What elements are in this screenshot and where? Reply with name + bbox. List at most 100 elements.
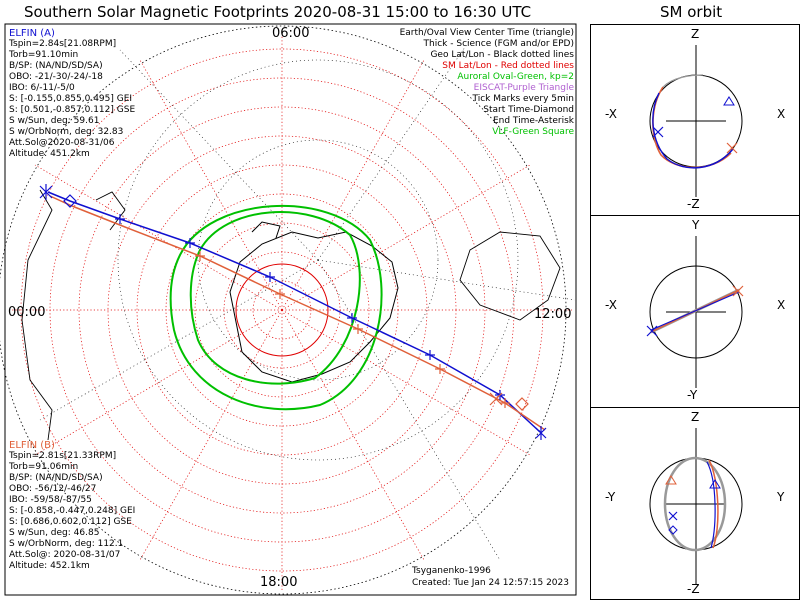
orbit-plot-xz	[649, 45, 743, 197]
legend-item: Thick - Science (FGM and/or EPD)	[423, 39, 574, 49]
geo-meridian	[39, 259, 319, 421]
chart-title: Southern Solar Magnetic Footprints 2020-…	[24, 3, 532, 21]
auroral-oval-outer	[169, 204, 383, 411]
elfin-b-line: S w/Sun, deg: 46.85	[9, 528, 100, 538]
orbit-plot-xy	[646, 236, 744, 388]
elfin-a-line: Tspin=2.84s[21.08RPM]	[9, 39, 117, 49]
peninsula-coast	[251, 221, 281, 239]
map-frame	[4, 23, 577, 596]
elfin-a-line: OBO: -21/-30/-24/-18	[9, 72, 103, 82]
elfin-b-line: S w/OrbNorm, deg: 112.1	[9, 539, 124, 549]
mlt-label-top: 06:00	[272, 26, 310, 41]
sm-circle	[78, 106, 486, 514]
elfin-b-marker	[489, 392, 503, 406]
sm-circle	[20, 48, 544, 572]
orbit-b-path	[708, 459, 719, 549]
elfin-a-line: S w/OrbNorm, deg: 32.83	[9, 127, 124, 137]
orbit-panel-yz: Z -Z -Y Y	[590, 407, 800, 600]
orbit-a-asterisk	[646, 325, 658, 337]
orbit-a-diamond	[668, 525, 678, 535]
orbit-b-asterisk	[732, 285, 744, 297]
panel-yz-right: Y	[777, 490, 785, 504]
geo-meridian	[119, 49, 319, 261]
orbit-a-triangle	[709, 479, 721, 489]
orbit-a-triangle	[723, 96, 735, 106]
elfin-b-start-diamond	[515, 397, 529, 411]
panel-xz-top: Z	[691, 27, 700, 41]
elfin-b-line: OBO: -56/12/-46/27	[9, 484, 97, 494]
panel-yz-top: Z	[691, 410, 700, 424]
sm-radial-lines	[10, 30, 572, 592]
elfin-a-tick	[347, 313, 357, 323]
legend-item: Tick Marks every 5min	[472, 94, 574, 104]
sm-radial	[34, 309, 283, 456]
elfin-b-line: Att.Sol@: 2020-08-31/07	[9, 550, 121, 560]
elfin-b-title: ELFIN (B)	[9, 440, 55, 451]
elfin-a-title: ELFIN (A)	[9, 28, 55, 39]
panel-xy-right: X	[777, 298, 786, 312]
elfin-a-line: B/SP: (NA/ND/SD/SA)	[9, 61, 103, 71]
geo-outer-circle	[0, 25, 567, 595]
orbit-a-path	[650, 291, 740, 331]
legend-item: Earth/Oval View Center Time (triangle)	[399, 28, 574, 38]
mlt-label-right: 12:00	[534, 307, 572, 322]
elfin-a-line: Torb=91.10min	[9, 50, 79, 60]
island-coast	[95, 191, 126, 231]
created-timestamp: Created: Tue Jan 24 12:57:15 2023	[412, 578, 569, 588]
orbit-panel-xy: Y -Y -X X	[590, 215, 800, 408]
sm-radial	[281, 164, 531, 311]
elfin-b-line: S: [-0.858,-0.447,0.248] GEI	[9, 506, 136, 516]
elfin-a-line: S w/Sun, deg: 59.61	[9, 116, 100, 126]
elfin-b-tick	[435, 364, 445, 374]
geo-meridian	[317, 39, 471, 261]
antarctica-coast	[229, 231, 399, 383]
elfin-a-tick	[425, 350, 435, 360]
orbit-a-path	[706, 461, 716, 549]
earth-circle	[649, 265, 743, 359]
mlt-label-left: 00:00	[8, 305, 46, 320]
sm-circle	[194, 222, 370, 398]
elfin-b-tick	[195, 251, 205, 261]
elfin-a-tick	[265, 272, 275, 282]
panel-xz-right: X	[777, 107, 786, 121]
orbit-panel-xz: Z -Z -X X	[590, 24, 800, 216]
legend-item: Auroral Oval-Green, kp=2	[457, 72, 574, 82]
sm-circle	[136, 164, 428, 456]
model-credit: Tsyganenko-1996	[412, 566, 491, 576]
orbit-projection	[663, 456, 727, 552]
mlt-label-bottom: 18:00	[260, 575, 298, 590]
auroral-ovals	[169, 204, 383, 411]
auroral-oval-inner	[189, 211, 361, 385]
geo-lines	[39, 39, 576, 561]
panel-xz-left: -X	[605, 107, 617, 121]
antarctica-outline	[229, 221, 399, 383]
elfin-b-line: Torb=91.06min	[9, 462, 79, 472]
sm-circle	[252, 280, 312, 340]
elfin-b-line: S: [0.686,0.602,0.112] GSE	[9, 517, 132, 527]
panel-yz-left: -Y	[605, 490, 616, 504]
sm-radial	[139, 309, 283, 561]
sm-radial	[281, 59, 425, 311]
panel-xy-left: -X	[605, 298, 617, 312]
legend-item: EISCAT-Purple Triangle	[473, 83, 574, 93]
orbit-a-asterisk	[668, 511, 678, 521]
geo-meridian	[317, 259, 576, 301]
elfin-a-line: S: [0.501,-0.857,0.112] GSE	[9, 105, 136, 115]
panel-xy-top: Y	[692, 218, 700, 232]
legend-item: SM Lat/Lon - Red dotted lines	[442, 61, 574, 71]
elfin-a-end-asterisk	[535, 426, 547, 440]
elfin-b-tick	[275, 289, 285, 299]
elfin-b-line: Altitude: 452.1km	[9, 561, 90, 571]
panel-yz-bottom: -Z	[687, 582, 700, 596]
elfin-b-tick	[500, 398, 510, 408]
orbit-b-triangle	[665, 475, 677, 485]
elfin-a-marker	[39, 184, 53, 200]
sm-radial	[34, 164, 283, 311]
geo-latitude	[197, 139, 439, 381]
elfin-a-line: Altitude: 451.2km	[9, 149, 90, 159]
orbit-projection	[662, 74, 704, 88]
elfin-b-track	[49, 195, 546, 431]
sm-radial	[281, 309, 425, 561]
orbit-a-asterisk	[652, 126, 664, 138]
